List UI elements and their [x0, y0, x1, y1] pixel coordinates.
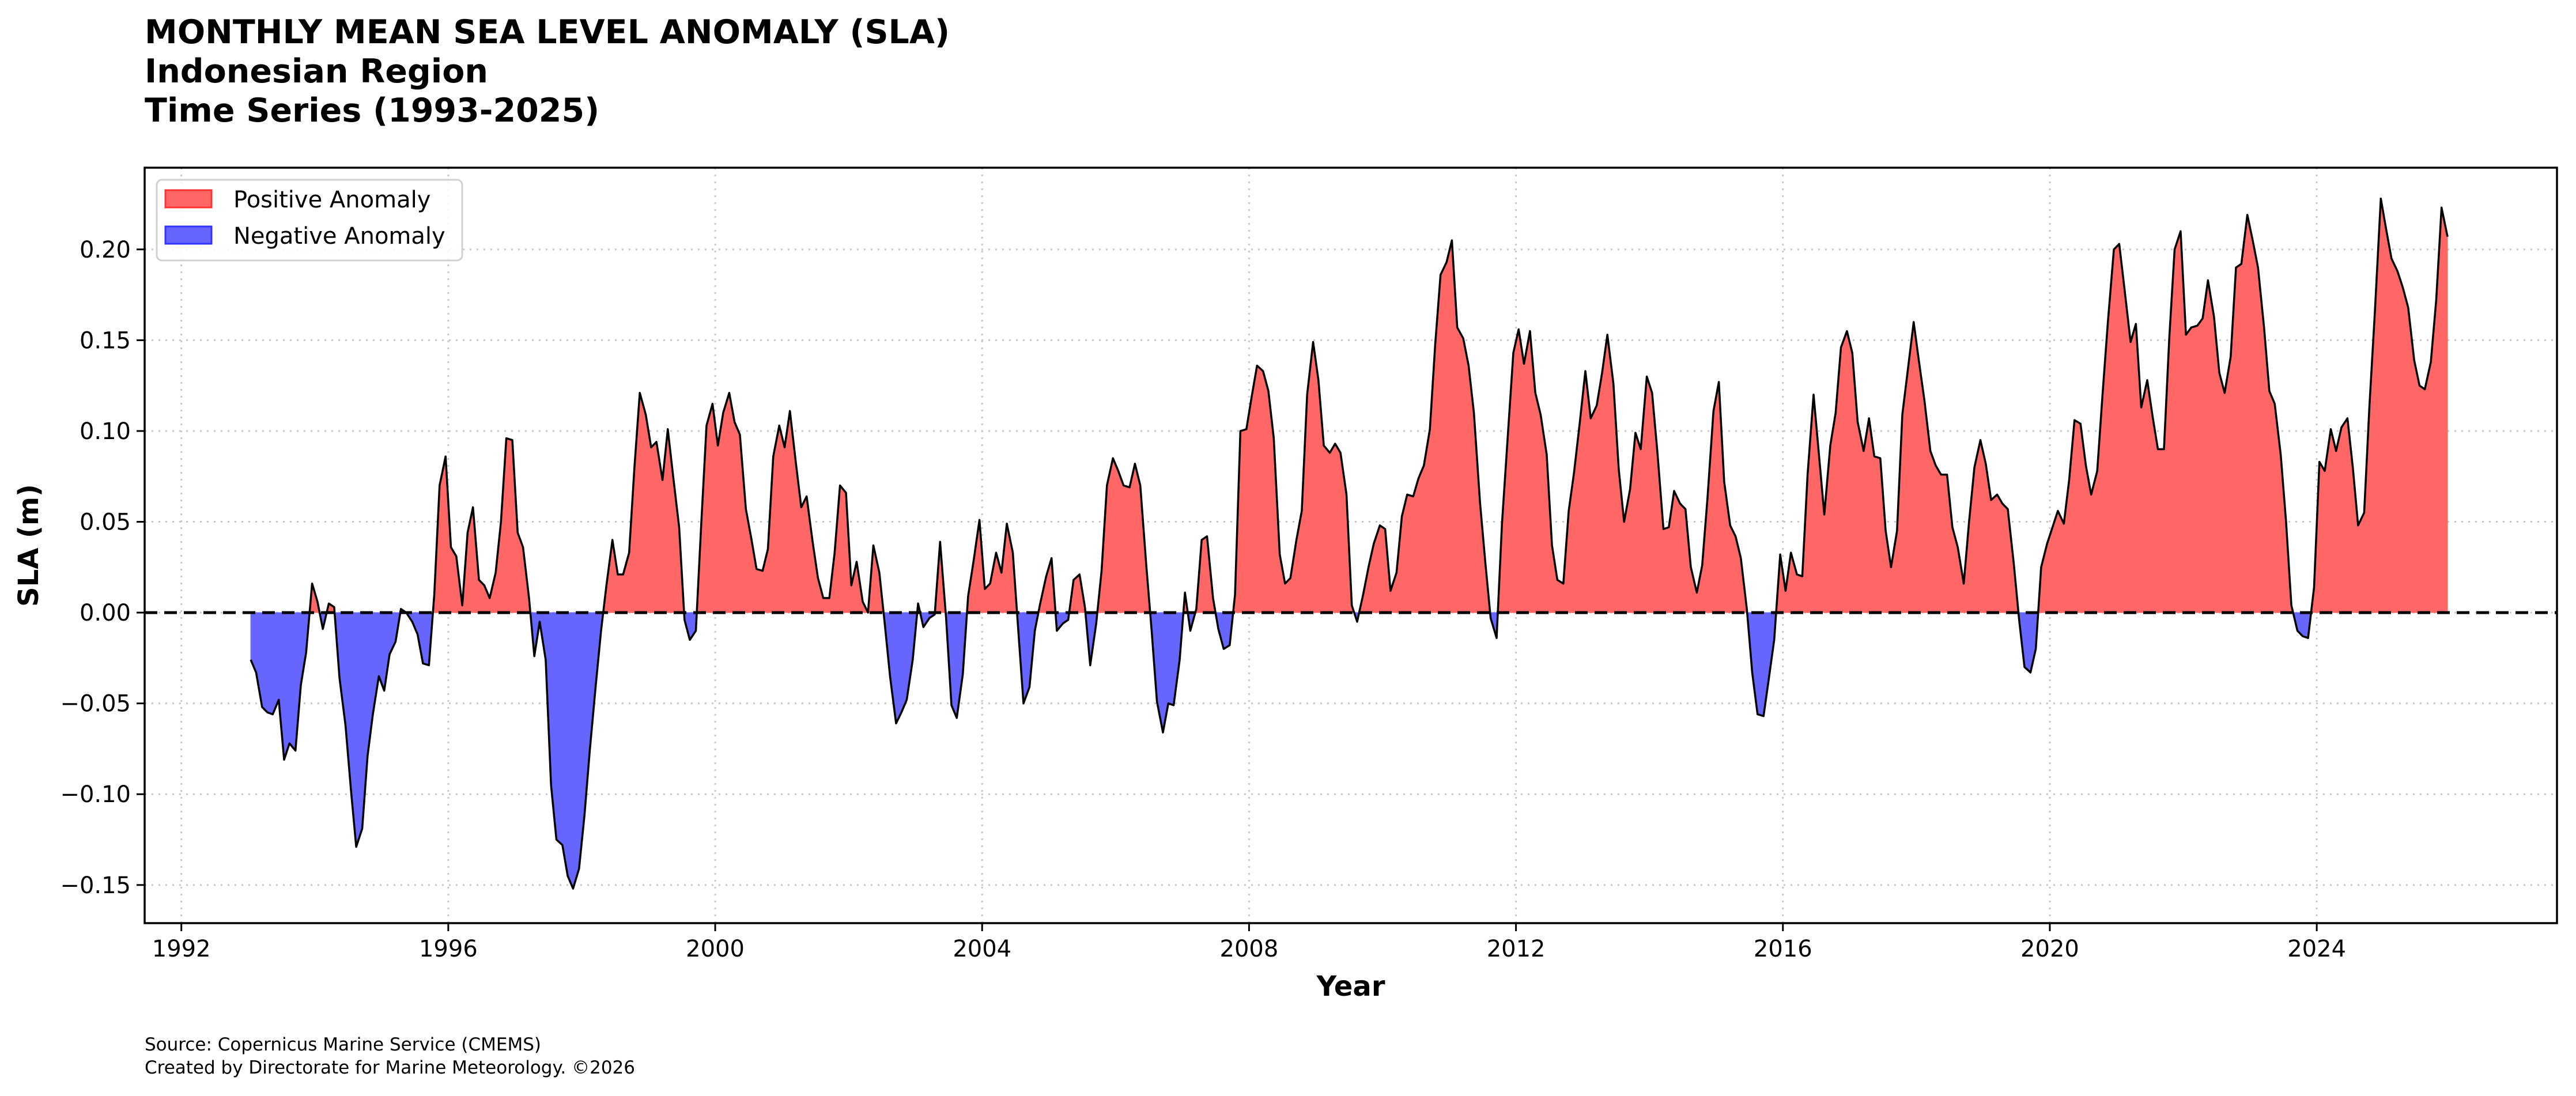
y-axis-label: SLA (m) — [13, 484, 45, 607]
legend-negative-label: Negative Anomaly — [233, 223, 445, 250]
legend-box — [156, 179, 463, 262]
source-note: Source: Copernicus Marine Service (CMEMS… — [145, 1034, 541, 1055]
x-tick-label: 2004 — [953, 936, 1011, 962]
positive-anomaly-area — [1097, 457, 1151, 613]
x-tick-label: 2024 — [2287, 936, 2346, 962]
positive-anomaly-area — [1358, 240, 1491, 613]
positive-anomaly-area — [432, 437, 531, 613]
y-tick-label: 0.00 — [80, 600, 131, 626]
footer: Source: Copernicus Marine Service (CMEMS… — [145, 1033, 635, 1079]
legend-positive-swatch — [164, 189, 213, 209]
positive-anomaly-area — [603, 392, 685, 613]
legend-negative-swatch — [164, 225, 213, 245]
y-tick-label: 0.10 — [80, 418, 131, 445]
negative-anomaly-area — [530, 612, 604, 890]
y-tick-label: −0.10 — [60, 781, 131, 808]
x-tick-label: 1992 — [152, 936, 211, 962]
x-tick-label: 2016 — [1754, 936, 1812, 962]
x-tick-label: 2000 — [686, 936, 745, 962]
y-axis-ticks: −0.15 −0.10 −0.05 0.00 0.05 0.10 0.15 0.20 — [60, 237, 145, 899]
negative-anomaly-area — [334, 612, 401, 847]
x-axis-label: Year — [1316, 970, 1385, 1003]
credit-note: Created by Directorate for Marine Meteor… — [145, 1057, 636, 1078]
legend: Positive Anomaly Negative Anomaly — [156, 179, 463, 262]
y-tick-label: 0.20 — [80, 237, 131, 263]
x-tick-label: 2020 — [2020, 936, 2079, 962]
title-line-1: MONTHLY MEAN SEA LEVEL ANOMALY (SLA) — [145, 13, 950, 51]
legend-positive-label: Positive Anomaly — [233, 187, 430, 213]
y-tick-label: −0.15 — [60, 872, 131, 899]
plot-frame — [143, 167, 2558, 924]
y-tick-label: −0.05 — [60, 691, 131, 717]
positive-anomaly-area — [1233, 342, 1355, 613]
y-tick-label: 0.05 — [80, 509, 131, 536]
title-line-3: Time Series (1993-2025) — [145, 92, 600, 130]
x-tick-label: 1996 — [419, 936, 478, 962]
x-tick-label: 2008 — [1220, 936, 1279, 962]
sla-series-line — [250, 197, 2449, 890]
y-tick-label: 0.15 — [80, 327, 131, 354]
x-axis-ticks: 1992 1996 2000 2004 2008 2012 2016 2020 2024 — [152, 923, 2346, 962]
positive-anomaly-area — [696, 392, 884, 614]
positive-anomaly-area — [1776, 322, 2019, 613]
x-tick-label: 2012 — [1487, 936, 1546, 962]
title-line-2: Indonesian Region — [145, 52, 488, 90]
chart-title: MONTHLY MEAN SEA LEVEL ANOMALY (SLA) Ind… — [145, 13, 950, 130]
positive-anomaly-area — [2310, 198, 2448, 613]
